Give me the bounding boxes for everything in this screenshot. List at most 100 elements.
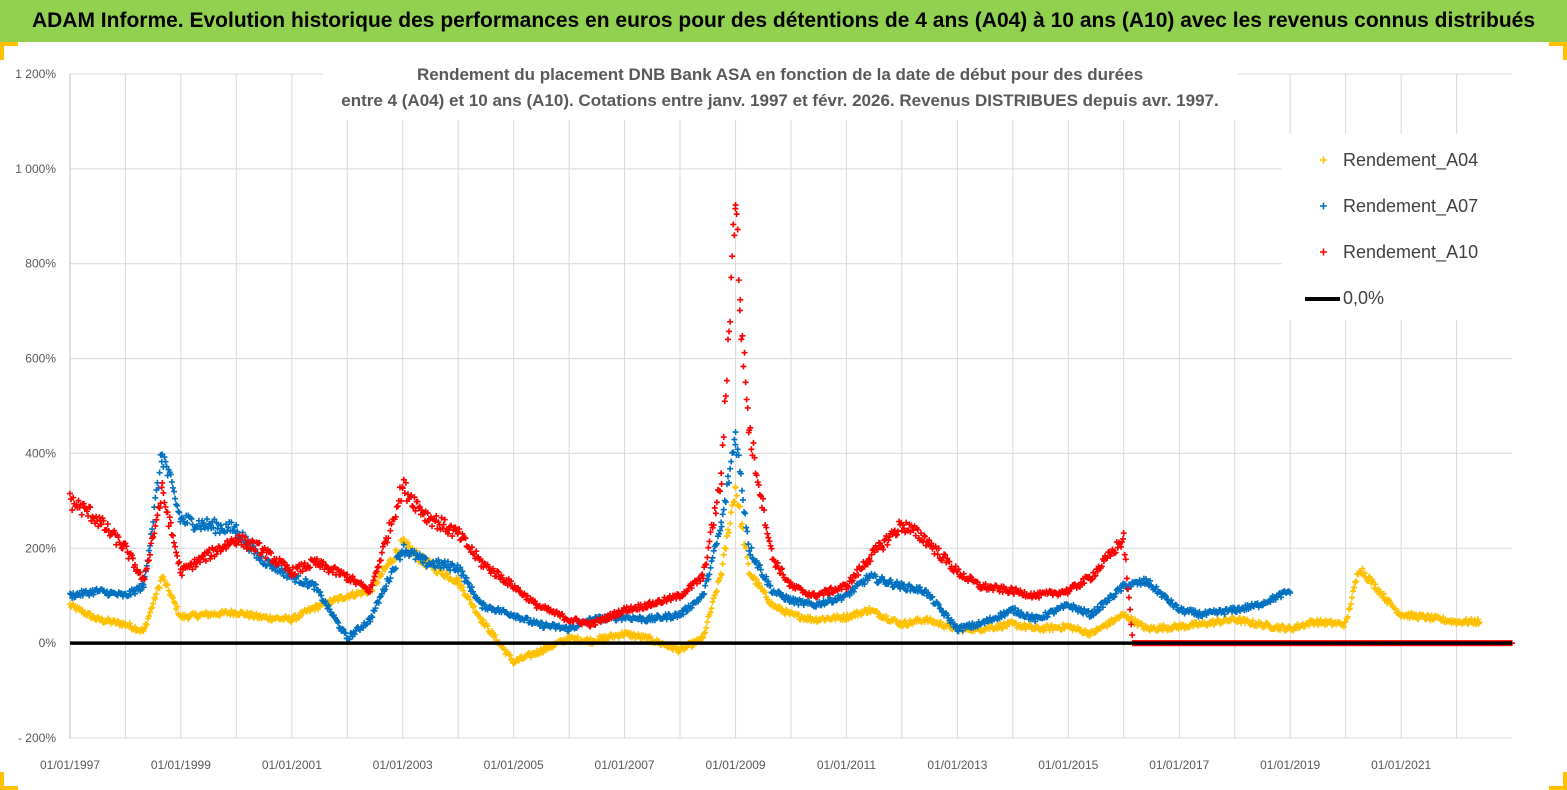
page-banner: ADAM Informe. Evolution historique des p…	[0, 0, 1567, 42]
data-point	[1372, 581, 1379, 588]
data-point	[745, 541, 752, 548]
x-tick-label: 01/01/2007	[595, 758, 655, 772]
data-point	[1364, 578, 1371, 585]
data-point	[929, 593, 936, 600]
data-point	[160, 573, 167, 580]
data-point	[718, 470, 725, 477]
data-point	[713, 588, 720, 595]
data-point	[292, 570, 299, 577]
x-tick-label: 01/01/2013	[927, 758, 987, 772]
data-point	[382, 586, 389, 593]
data-point	[100, 517, 107, 524]
data-point	[368, 613, 375, 620]
data-point	[738, 336, 745, 343]
data-point	[137, 569, 144, 576]
data-point	[1107, 621, 1114, 628]
data-point	[351, 631, 358, 638]
data-point	[189, 521, 196, 528]
corner-mark	[1549, 772, 1567, 790]
data-point	[405, 539, 412, 546]
data-point	[150, 600, 157, 607]
data-point	[163, 580, 170, 587]
data-point	[1359, 565, 1366, 572]
data-point	[737, 470, 744, 477]
data-point	[76, 605, 83, 612]
banner-title: ADAM Informe. Evolution historique des p…	[31, 9, 1536, 32]
data-point	[148, 540, 155, 547]
x-tick-label: 01/01/2005	[484, 758, 544, 772]
data-point	[740, 363, 747, 370]
data-point	[944, 612, 951, 619]
data-point	[737, 296, 744, 303]
data-point	[644, 618, 651, 625]
data-point	[468, 584, 475, 591]
data-point	[280, 559, 287, 566]
data-point	[174, 603, 181, 610]
data-point	[727, 318, 734, 325]
data-point	[433, 569, 440, 576]
data-point	[325, 602, 332, 609]
data-point	[459, 568, 466, 575]
data-point	[1328, 617, 1335, 624]
data-point	[126, 620, 133, 627]
data-point	[1002, 622, 1009, 629]
data-point	[450, 562, 457, 569]
data-point	[156, 585, 163, 592]
data-point	[115, 534, 122, 541]
data-point	[765, 578, 772, 585]
data-point	[152, 522, 159, 529]
data-point	[198, 526, 205, 533]
data-point	[1092, 629, 1099, 636]
data-point	[1353, 578, 1360, 585]
data-point	[67, 490, 73, 497]
data-point	[722, 499, 729, 506]
data-point	[161, 499, 168, 506]
data-point	[171, 539, 178, 546]
data-point	[1474, 616, 1481, 623]
x-tick-label: 01/01/1997	[40, 758, 100, 772]
data-point	[1340, 623, 1347, 630]
data-point	[902, 618, 909, 625]
data-point	[1257, 619, 1264, 626]
y-tick-label: 0%	[39, 636, 57, 650]
data-point	[131, 590, 138, 597]
data-point	[883, 613, 890, 620]
data-point	[241, 534, 248, 541]
x-tick-label: 01/01/1999	[151, 758, 211, 772]
data-point	[1018, 609, 1025, 616]
data-point	[1099, 604, 1106, 611]
data-point	[795, 610, 802, 617]
data-point	[724, 473, 731, 480]
data-point	[705, 544, 712, 551]
x-axis: 01/01/1997 01/01/1999 01/01/2001 01/01/2003…	[40, 758, 1432, 772]
data-point	[698, 594, 705, 601]
data-point	[186, 564, 193, 571]
data-point	[827, 584, 834, 591]
data-point	[429, 523, 436, 530]
data-point	[1249, 617, 1256, 624]
legend-label: Rendement_A04	[1343, 150, 1478, 171]
data-point	[683, 608, 690, 615]
data-point	[411, 548, 418, 555]
data-point	[1272, 596, 1279, 603]
data-point	[720, 551, 727, 558]
data-point	[1350, 588, 1357, 595]
data-point	[750, 439, 757, 446]
data-point	[153, 590, 160, 597]
data-point	[1280, 623, 1287, 630]
data-point	[383, 583, 390, 590]
data-point	[717, 527, 724, 534]
series-Rendement_A10	[67, 201, 1515, 647]
data-point	[1091, 630, 1098, 637]
series-Rendement_A07	[67, 429, 1294, 643]
data-point	[738, 487, 745, 494]
data-point	[156, 505, 163, 512]
data-point	[175, 508, 182, 515]
data-point	[207, 555, 214, 562]
data-point	[708, 558, 715, 565]
data-point	[465, 580, 472, 587]
data-point	[164, 472, 171, 479]
data-point	[971, 628, 978, 635]
data-point	[1128, 583, 1135, 590]
